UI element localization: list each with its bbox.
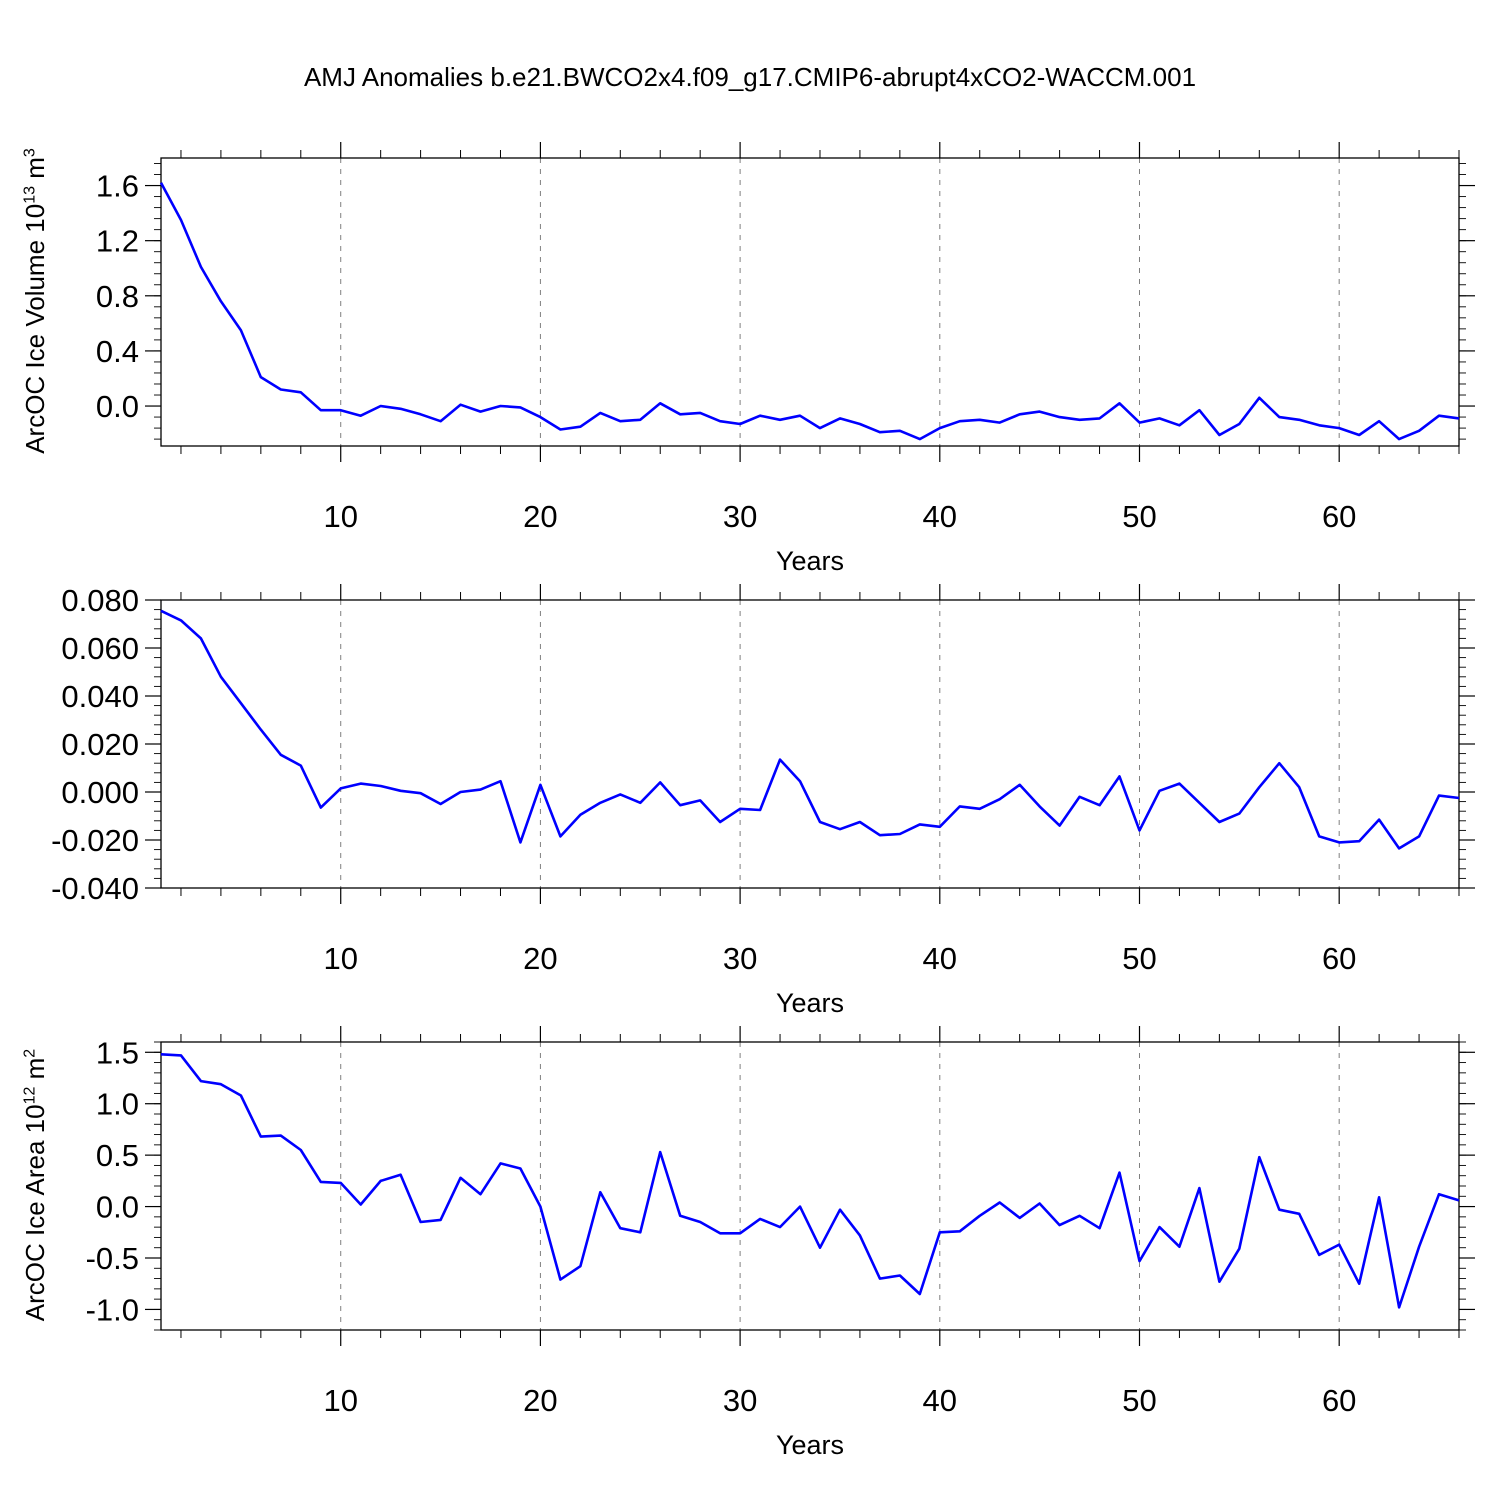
x-tick-label: 50 [1122, 499, 1156, 534]
figure-title: AMJ Anomalies b.e21.BWCO2x4.f09_g17.CMIP… [303, 62, 1197, 92]
x-tick-label: 40 [923, 1383, 957, 1418]
panel-3: 10 20 30 40 50 60 -1.0 -0.5 0.0 0.5 1.0 1.5 Years [86, 1026, 1475, 1460]
panel-2: 10 20 30 40 50 60 -0.040 -0.020 0.000 0.020 0.040 0… [51, 583, 1475, 1018]
x-tick-label: 30 [723, 499, 757, 534]
plot-frame [160, 1041, 1460, 1331]
x-tick-label: 60 [1322, 1383, 1356, 1418]
x-tick-label: 40 [923, 941, 957, 976]
x-tick-label: 10 [323, 1383, 357, 1418]
series-line [160, 609, 1460, 850]
y-tick-label: -1.0 [86, 1292, 139, 1327]
series-line [159, 182, 1460, 441]
x-tick-label: 30 [723, 941, 757, 976]
x-tick-label: 20 [523, 1383, 557, 1418]
y-tick-label: -0.5 [86, 1241, 139, 1276]
y-tick-label: 0.080 [61, 583, 139, 618]
x-tick-label: 50 [1122, 1383, 1156, 1418]
x-tick-label: 60 [1322, 499, 1356, 534]
y-tick-label: -0.040 [51, 871, 139, 906]
x-tick-label: 20 [523, 499, 557, 534]
series-line [160, 1053, 1460, 1309]
y-tick-label: 1.5 [96, 1035, 139, 1070]
y-tick-label: 0.000 [61, 775, 139, 810]
y-tick-label: -0.020 [51, 823, 139, 858]
y-tick-label: 1.6 [96, 169, 139, 204]
y-tick-label: 0.8 [96, 279, 139, 314]
y-tick-label: 0.0 [96, 1190, 139, 1225]
x-axis-title: Years [776, 988, 844, 1018]
x-axis-title: Years [776, 1430, 844, 1460]
plot-frame [160, 157, 1460, 447]
x-tick-label: 40 [923, 499, 957, 534]
x-tick-label: 10 [323, 499, 357, 534]
y-tick-label: 0.4 [96, 334, 139, 369]
panel-1: 10 20 30 40 50 60 0.0 0.4 0.8 1.2 1.6 Years [96, 142, 1475, 576]
plot-frame [160, 599, 1460, 889]
y-tick-label: 1.0 [96, 1087, 139, 1122]
y-tick-label: 0.020 [61, 727, 139, 762]
x-tick-label: 20 [523, 941, 557, 976]
x-tick-label: 30 [723, 1383, 757, 1418]
x-tick-label: 50 [1122, 941, 1156, 976]
x-axis-title: Years [776, 546, 844, 576]
x-tick-label: 10 [323, 941, 357, 976]
y-tick-label: 0.0 [96, 389, 139, 424]
y-tick-label: 0.5 [96, 1138, 139, 1173]
y-tick-label: 1.2 [96, 224, 139, 259]
y-tick-label: 0.040 [61, 679, 139, 714]
y-tick-label: 0.060 [61, 631, 139, 666]
x-tick-label: 60 [1322, 941, 1356, 976]
